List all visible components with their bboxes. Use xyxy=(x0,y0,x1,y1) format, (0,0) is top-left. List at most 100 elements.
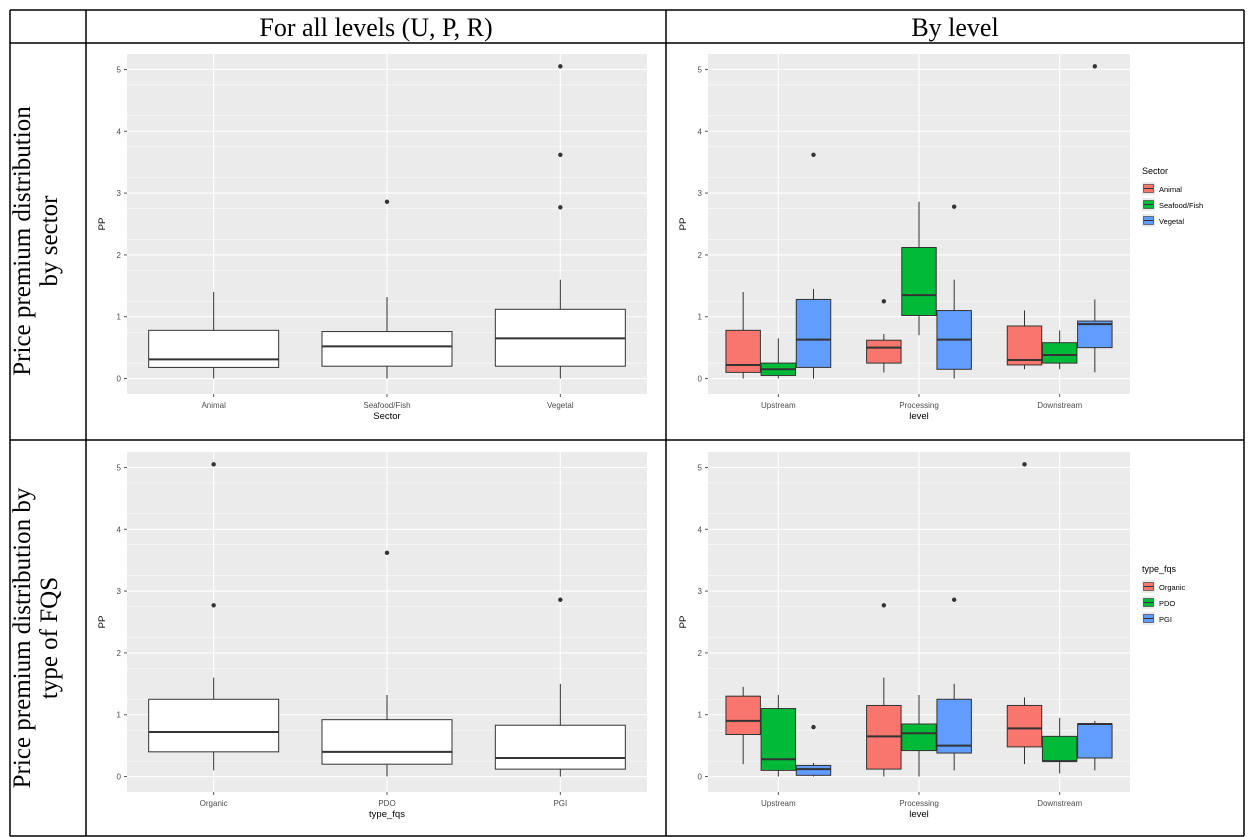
x-axis-title: Sector xyxy=(373,411,400,422)
box-organic-outlier-0 xyxy=(211,603,216,608)
y-tick-label: 3 xyxy=(698,587,703,596)
y-axis-title: PP xyxy=(678,218,689,231)
box-processing-organic-outlier-0 xyxy=(881,603,887,608)
x-tick-label-processing: Processing xyxy=(899,401,939,410)
box-downstream-animal xyxy=(1006,310,1043,370)
box-processing-pgi xyxy=(936,597,972,771)
y-tick-label: 5 xyxy=(698,65,703,74)
y-tick-label: 1 xyxy=(117,313,122,322)
y-tick-label: 4 xyxy=(698,525,703,534)
x-tick-label-downstream: Downstream xyxy=(1037,401,1082,410)
y-tick-label: 3 xyxy=(117,587,122,596)
legend-key-animal xyxy=(1142,182,1155,195)
legend-key-seafood-fish xyxy=(1142,198,1155,211)
box-processing-animal-outlier-0 xyxy=(881,299,887,304)
box-downstream-organic xyxy=(1006,462,1043,765)
box-downstream-seafood-fish xyxy=(1041,330,1078,370)
box-downstream-pgi xyxy=(1077,720,1113,771)
box-upstream-vegetal-box xyxy=(795,298,832,368)
box-processing-vegetal-outlier-0 xyxy=(951,204,957,209)
box-vegetal xyxy=(494,64,626,379)
x-tick-label-upstream: Upstream xyxy=(761,401,796,410)
box-downstream-vegetal-outlier-0 xyxy=(1092,64,1098,69)
y-axis-title: PP xyxy=(97,218,108,231)
box-processing-animal-box xyxy=(866,339,902,364)
box-processing-organic xyxy=(866,603,902,777)
box-pdo-box xyxy=(321,719,453,765)
box-organic-outlier-1 xyxy=(211,462,216,467)
chart-fqs-all: 0 1 2 3 4 5 Organic PDO PGI type_fqs PP xyxy=(97,452,647,820)
x-tick-label-processing: Processing xyxy=(899,799,939,808)
box-upstream-pdo-box xyxy=(760,708,797,771)
box-vegetal-outlier-0 xyxy=(558,205,563,210)
x-tick-label-animal: Animal xyxy=(201,401,226,410)
y-axis-title: PP xyxy=(97,616,108,629)
legend-label-pdo: PDO xyxy=(1159,599,1175,608)
y-tick-label: 5 xyxy=(698,463,703,472)
box-downstream-organic-box xyxy=(1006,704,1043,748)
box-processing-pgi-outlier-0 xyxy=(951,597,957,602)
box-pgi-outlier-0 xyxy=(558,597,563,602)
box-seafood-fish-box xyxy=(321,331,453,367)
box-upstream-animal xyxy=(725,292,761,379)
box-upstream-pgi-outlier-0 xyxy=(811,724,816,730)
box-downstream-pdo-box xyxy=(1041,735,1078,762)
box-processing-pgi-box xyxy=(936,698,972,754)
x-tick-label-pgi: PGI xyxy=(553,799,567,808)
legend-label-seafood-fish: Seafood/Fish xyxy=(1159,201,1203,210)
x-tick-label-vegetal: Vegetal xyxy=(547,401,574,410)
y-tick-label: 1 xyxy=(698,711,703,720)
box-downstream-vegetal-box xyxy=(1077,320,1113,349)
y-tick-label: 5 xyxy=(117,463,122,472)
box-processing-pdo xyxy=(901,694,937,777)
box-pgi xyxy=(494,597,626,777)
box-organic xyxy=(148,462,280,771)
row-label-fqs: Price premium distribution by type of FQ… xyxy=(9,452,63,824)
box-upstream-vegetal xyxy=(795,152,832,379)
box-downstream-vegetal xyxy=(1077,64,1113,373)
x-tick-label-seafood-fish: Seafood/Fish xyxy=(363,401,410,410)
legend-label-organic: Organic xyxy=(1159,583,1186,592)
legend-label-vegetal: Vegetal xyxy=(1159,217,1184,226)
y-axis-title: PP xyxy=(678,616,689,629)
x-tick-label-upstream: Upstream xyxy=(761,799,796,808)
box-downstream-pdo xyxy=(1041,717,1078,774)
y-tick-label: 1 xyxy=(117,711,122,720)
legend-title: Sector xyxy=(1142,166,1168,176)
box-upstream-pgi-box xyxy=(795,764,832,776)
box-upstream-vegetal-outlier-0 xyxy=(811,152,816,157)
box-processing-seafood-fish xyxy=(901,201,937,336)
box-pdo-outlier-0 xyxy=(384,550,390,555)
y-tick-label: 5 xyxy=(117,65,122,74)
legend-key-pgi xyxy=(1142,612,1155,625)
box-pdo xyxy=(321,550,453,777)
row-label-sector-line2: by sector xyxy=(36,195,63,287)
y-tick-label: 3 xyxy=(698,189,703,198)
box-processing-pdo-box xyxy=(901,723,937,752)
box-upstream-animal-box xyxy=(725,329,761,373)
legend-label-pgi: PGI xyxy=(1159,615,1172,624)
y-tick-label: 2 xyxy=(698,649,703,658)
y-tick-label: 0 xyxy=(698,773,703,782)
row-label-sector-line1: Price premium distribution xyxy=(9,106,36,376)
legend-key-organic xyxy=(1142,580,1155,593)
y-tick-label: 2 xyxy=(117,251,122,260)
x-tick-label-downstream: Downstream xyxy=(1037,799,1082,808)
y-tick-label: 4 xyxy=(117,525,122,534)
box-organic-box xyxy=(148,698,280,753)
box-downstream-organic-outlier-0 xyxy=(1022,462,1027,467)
box-upstream-pdo xyxy=(760,694,797,777)
box-pgi-box xyxy=(494,724,626,770)
x-tick-label-organic: Organic xyxy=(200,799,228,808)
y-tick-label: 4 xyxy=(117,127,122,136)
y-tick-label: 4 xyxy=(698,127,703,136)
box-vegetal-outlier-1 xyxy=(558,152,563,157)
box-processing-seafood-fish-box xyxy=(901,246,937,316)
box-downstream-animal-box xyxy=(1006,325,1043,366)
box-upstream-organic xyxy=(725,686,761,765)
box-downstream-pgi-box xyxy=(1077,723,1113,759)
y-tick-label: 0 xyxy=(698,375,703,384)
y-tick-label: 1 xyxy=(698,313,703,322)
box-seafood-fish-outlier-0 xyxy=(384,199,390,204)
